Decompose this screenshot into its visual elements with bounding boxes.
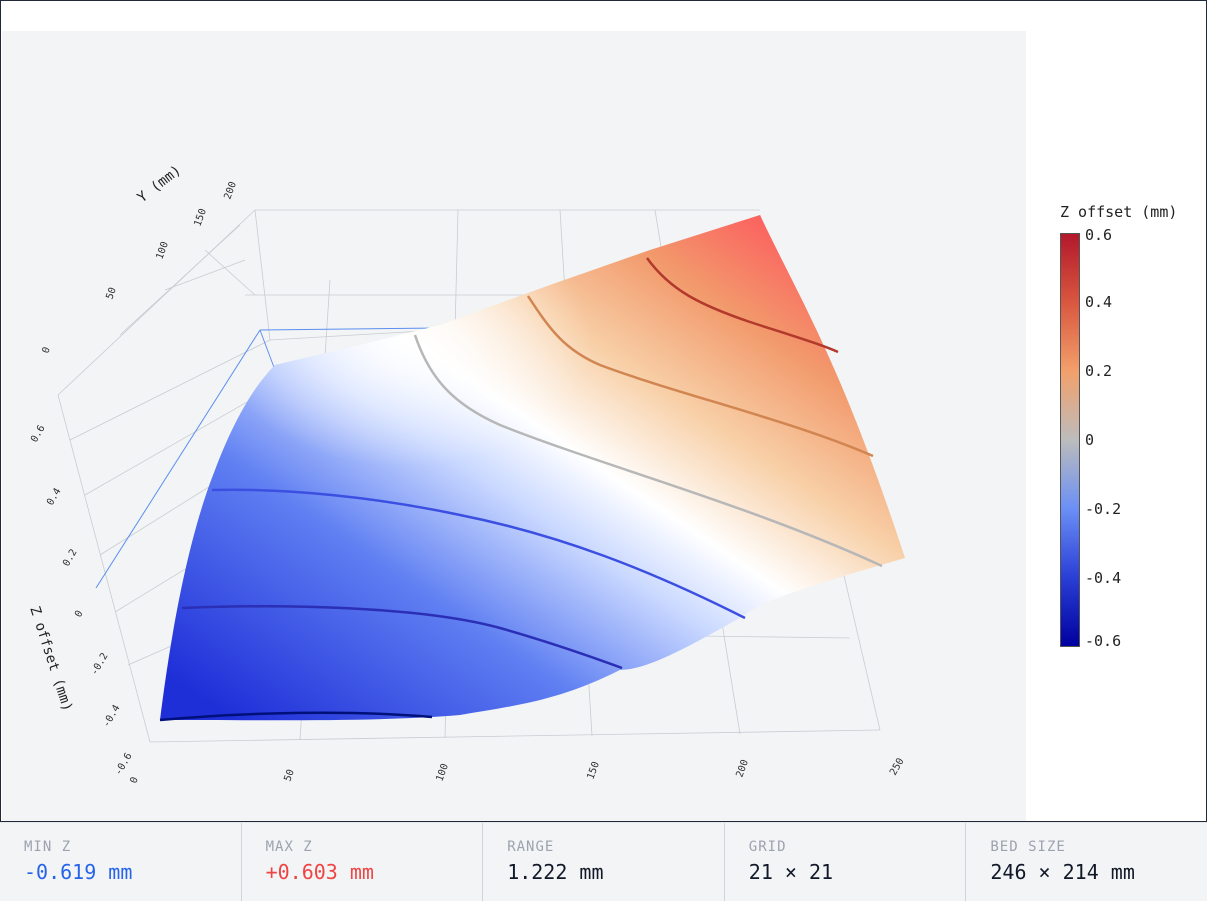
stat-grid: GRID 21 × 21 <box>725 823 967 901</box>
stat-value: 21 × 21 <box>748 860 834 884</box>
x-tick-label: 50 <box>282 768 296 783</box>
stat-min-z: MIN Z -0.619 mm <box>0 823 242 901</box>
x-tick-label: 200 <box>734 758 751 779</box>
contour-line <box>181 605 623 670</box>
x-ticks: 0 50 100 150 200 250 <box>128 756 906 785</box>
y-ticks: 0 50 100 150 200 <box>40 180 239 355</box>
z-tick-label: -0.4 <box>101 703 123 729</box>
y-tick-label: 50 <box>104 286 118 301</box>
z-tick-label: 0.4 <box>45 486 64 507</box>
y-tick-label: 100 <box>154 240 171 261</box>
colorbar-tick-label: -0.6 <box>1085 632 1122 650</box>
surface-highlight <box>160 215 905 721</box>
colorbar-tick-label: -0.2 <box>1085 500 1122 518</box>
stat-label: RANGE <box>507 839 555 855</box>
z-tick-label: 0.6 <box>29 423 48 444</box>
z-tick-label: -0.6 <box>113 751 135 777</box>
z-tick-label: 0.2 <box>61 547 80 568</box>
y-tick-label: 200 <box>222 180 239 201</box>
z-ticks: -0.6 -0.4 -0.2 0 0.2 0.4 0.6 <box>29 423 135 777</box>
stat-label: GRID <box>748 839 787 855</box>
stat-label: BED SIZE <box>990 839 1066 855</box>
y-tick-label: 0 <box>40 346 52 355</box>
stat-label: MIN Z <box>24 839 72 855</box>
x-tick-label: 150 <box>585 760 602 781</box>
x-tick-label: 250 <box>888 756 907 777</box>
surface-plot[interactable]: 0 50 100 150 200 250 0 50 100 150 200 -0… <box>0 0 1207 822</box>
x-tick-label: 100 <box>434 762 451 783</box>
x-tick-label: 0 <box>128 776 140 785</box>
colorbar-tick-label: 0.4 <box>1085 293 1113 311</box>
stat-value: 246 × 214 mm <box>990 860 1135 884</box>
y-tick-label: 150 <box>192 207 209 228</box>
contour-line <box>211 488 746 620</box>
stat-label: MAX Z <box>265 839 313 855</box>
contour-line <box>526 295 874 458</box>
y-axis-title: Y (mm) <box>135 162 185 206</box>
colorbar-tick-label: 0 <box>1085 431 1095 449</box>
colorbar-tick-label: 0.2 <box>1085 362 1113 380</box>
z-axis-title: Z offset (mm) <box>26 604 75 713</box>
contour-lines <box>159 257 883 722</box>
stats-bar: MIN Z -0.619 mm MAX Z +0.603 mm RANGE 1.… <box>0 822 1207 901</box>
stat-range: RANGE 1.222 mm <box>483 823 725 901</box>
colorbar-tick-label: -0.4 <box>1085 569 1122 587</box>
z-tick-label: -0.2 <box>89 651 111 677</box>
contour-line <box>159 711 433 722</box>
stat-max-z: MAX Z +0.603 mm <box>242 823 484 901</box>
stat-value: 1.222 mm <box>507 860 604 884</box>
colorbar <box>1060 233 1080 647</box>
contour-line <box>645 257 839 354</box>
colorbar-tick-label: 0.6 <box>1085 226 1113 244</box>
z-tick-label: 0 <box>73 609 86 620</box>
stat-value: -0.619 mm <box>24 860 133 884</box>
stat-bed-size: BED SIZE 246 × 214 mm <box>966 823 1207 901</box>
contour-line <box>413 334 883 568</box>
stat-value: +0.603 mm <box>265 860 374 884</box>
axis-highlight <box>95 327 441 589</box>
colorbar-title: Z offset (mm) <box>1060 203 1178 221</box>
